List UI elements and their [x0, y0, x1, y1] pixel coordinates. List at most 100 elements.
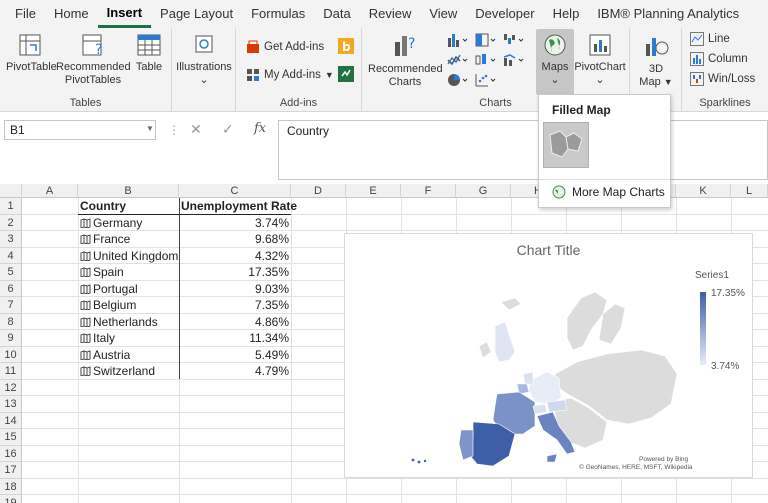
pivotchart-button[interactable]: PivotChart ⌄ [574, 32, 626, 87]
rate-cell[interactable]: 17.35% [248, 265, 289, 279]
combo-chart-icon[interactable] [502, 52, 526, 68]
table-button[interactable]: Table [132, 32, 166, 74]
chevron-down-icon: ⌄ [595, 74, 605, 86]
recommended-charts-label-2: Charts [388, 76, 422, 88]
scatter-chart-icon[interactable] [474, 72, 498, 88]
line-chart-icon[interactable] [446, 52, 470, 68]
sparkline-line-button[interactable]: Line [690, 32, 730, 46]
illustrations-button[interactable]: Illustrations ⌄ [176, 32, 232, 87]
country-cell[interactable]: Portugal [80, 281, 138, 298]
row-header[interactable]: 1 [0, 198, 22, 215]
row-header[interactable]: 15 [0, 429, 22, 446]
rate-cell[interactable]: 4.79% [254, 364, 289, 378]
rate-cell[interactable]: 7.35% [254, 298, 289, 312]
row-header[interactable]: 16 [0, 445, 22, 462]
row-header[interactable]: 10 [0, 346, 22, 363]
pivottable-button[interactable]: PivotTable [6, 32, 57, 74]
country-cell[interactable]: Netherlands [80, 314, 158, 331]
my-addins-button[interactable]: My Add-ins ▼ [246, 68, 334, 82]
more-map-charts-item[interactable]: More Map Charts [552, 185, 665, 199]
bing-icon[interactable]: b [338, 38, 354, 54]
country-cell[interactable]: France [80, 231, 130, 248]
column-header[interactable]: L [731, 184, 768, 198]
name-box[interactable]: B1 [4, 120, 156, 140]
recommended-charts-button[interactable]: ? Recommended Charts [368, 32, 443, 89]
country-cell[interactable]: Switzerland [80, 363, 155, 380]
row-header[interactable]: 2 [0, 214, 22, 231]
row-header[interactable]: 3 [0, 231, 22, 248]
row-header[interactable]: 5 [0, 264, 22, 281]
country-cell[interactable]: Belgium [80, 297, 136, 314]
filled-map-option[interactable] [543, 122, 589, 168]
column-chart-icon[interactable] [446, 32, 470, 48]
formula-input[interactable]: Country [278, 120, 768, 180]
row-header[interactable]: 13 [0, 396, 22, 413]
row-header[interactable]: 19 [0, 495, 22, 503]
rate-cell[interactable]: 9.03% [254, 281, 289, 296]
country-cell[interactable]: Austria [80, 347, 130, 364]
pie-chart-icon[interactable] [446, 72, 470, 88]
header-country[interactable]: Country [80, 199, 126, 213]
sparkline-column-button[interactable]: Column [690, 52, 748, 66]
visio-icon[interactable] [338, 66, 354, 82]
country-cell[interactable]: Italy [80, 330, 115, 347]
waterfall-chart-icon[interactable] [502, 32, 526, 48]
maps-button[interactable]: Maps ⌄ [536, 29, 574, 95]
country-cell[interactable]: Spain [80, 264, 124, 281]
chart-title[interactable]: Chart Title [516, 242, 581, 258]
recommended-pivottables-button[interactable]: ? Recommended PivotTables [56, 32, 131, 87]
enter-icon[interactable]: ✓ [222, 121, 234, 137]
country-italy [536, 411, 576, 463]
country-cell[interactable]: United Kingdom [80, 248, 178, 265]
column-header[interactable]: K [676, 184, 731, 198]
row-header[interactable]: 17 [0, 462, 22, 479]
select-all-corner[interactable] [0, 184, 22, 198]
country-cell[interactable]: Germany [80, 215, 142, 232]
menu-ibm-planning[interactable]: IBM® Planning Analytics [597, 6, 740, 21]
column-header[interactable]: B [78, 184, 179, 198]
menu-page-layout[interactable]: Page Layout [160, 6, 234, 21]
insert-function-icon[interactable]: fx [254, 121, 267, 136]
row-header[interactable]: 6 [0, 280, 22, 297]
rate-cell[interactable]: 5.49% [254, 347, 289, 362]
sparkline-winloss-button[interactable]: Win/Loss [690, 72, 755, 86]
column-header[interactable]: D [291, 184, 346, 198]
3d-map-button[interactable]: 3D Map ▼ [634, 32, 678, 89]
menu-developer[interactable]: Developer [475, 6, 535, 21]
menu-data[interactable]: Data [323, 6, 351, 21]
row-header[interactable]: 18 [0, 478, 22, 495]
column-header[interactable]: F [401, 184, 456, 198]
column-header[interactable]: G [456, 184, 511, 198]
get-addins-button[interactable]: Get Add-ins [246, 40, 324, 54]
row-header[interactable]: 9 [0, 330, 22, 347]
row-header[interactable]: 7 [0, 297, 22, 314]
rate-cell[interactable]: 4.32% [254, 248, 289, 263]
canary-islands [411, 458, 427, 464]
rate-cell[interactable]: 4.86% [254, 314, 289, 329]
row-header[interactable]: 12 [0, 379, 22, 396]
menu-home[interactable]: Home [53, 6, 89, 21]
rate-cell[interactable]: 11.34% [249, 331, 289, 345]
menu-insert[interactable]: Insert [97, 0, 152, 28]
menu-review[interactable]: Review [368, 6, 412, 21]
row-header[interactable]: 4 [0, 247, 22, 264]
rate-cell[interactable]: 9.68% [254, 232, 289, 246]
menu-file[interactable]: File [15, 6, 36, 21]
row-header[interactable]: 14 [0, 412, 22, 429]
column-header[interactable]: C [179, 184, 291, 198]
header-unemployment-rate[interactable]: Unemployment Rate [181, 199, 298, 213]
column-header[interactable]: E [346, 184, 401, 198]
filled-map-chart[interactable]: Chart Title Series1 17.35% 3.74% Powered [344, 233, 753, 478]
statistic-chart-icon[interactable] [474, 52, 498, 68]
hierarchy-chart-icon[interactable] [474, 32, 498, 48]
rate-cell[interactable]: 3.74% [254, 215, 289, 230]
menu-formulas[interactable]: Formulas [251, 6, 306, 21]
row-header[interactable]: 8 [0, 313, 22, 330]
column-header[interactable]: A [22, 184, 78, 198]
chevron-down-icon[interactable]: ▼ [146, 124, 154, 133]
cancel-icon[interactable]: ✕ [190, 121, 202, 137]
legend-title[interactable]: Series1 [695, 270, 729, 281]
menu-help[interactable]: Help [552, 6, 580, 21]
row-header[interactable]: 11 [0, 363, 22, 380]
menu-view[interactable]: View [429, 6, 458, 21]
